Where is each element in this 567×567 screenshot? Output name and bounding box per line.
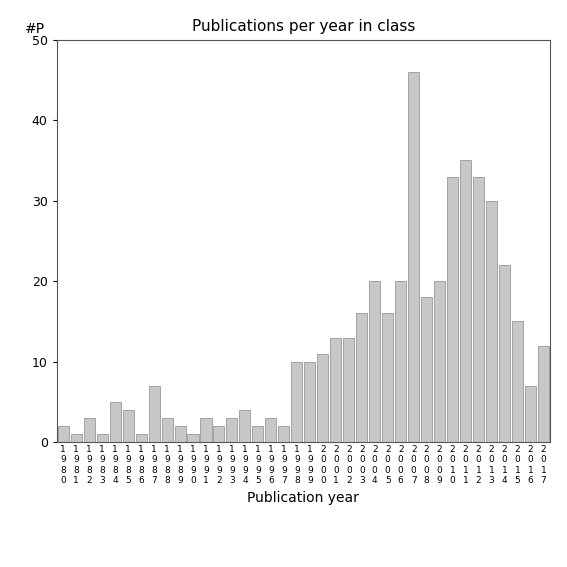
Bar [226,418,238,442]
Bar [239,410,251,442]
Bar [447,176,458,442]
Bar [175,426,185,442]
Bar [486,201,497,442]
Bar [538,346,549,442]
Bar [291,362,302,442]
Title: Publications per year in class: Publications per year in class [192,19,415,35]
Bar [58,426,69,442]
Bar [201,418,211,442]
Bar [460,160,471,442]
Bar [122,410,134,442]
Bar [369,281,380,442]
Bar [265,418,276,442]
Bar [382,314,393,442]
Bar [278,426,289,442]
Bar [434,281,445,442]
Bar [109,402,121,442]
Bar [136,434,147,442]
Bar [421,297,432,442]
Bar [318,354,328,442]
Bar [525,386,536,442]
Bar [343,337,354,442]
Bar [213,426,225,442]
Bar [96,434,108,442]
Bar [408,72,419,442]
Bar [473,176,484,442]
Bar [252,426,264,442]
X-axis label: Publication year: Publication year [247,491,359,505]
Bar [499,265,510,442]
Bar [512,321,523,442]
Text: #P: #P [24,22,45,36]
Bar [331,337,341,442]
Bar [188,434,198,442]
Bar [149,386,159,442]
Bar [304,362,315,442]
Bar [162,418,172,442]
Bar [395,281,406,442]
Bar [84,418,95,442]
Bar [356,314,367,442]
Bar [71,434,82,442]
